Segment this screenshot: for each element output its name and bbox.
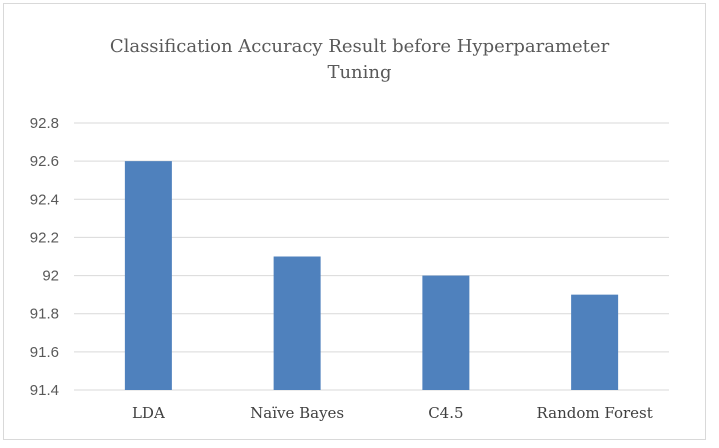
- chart-title: Classification Accuracy Result before Hy…: [0, 34, 719, 86]
- y-tick-label: 91.4: [30, 382, 59, 399]
- y-tick-label: 92.6: [30, 153, 59, 170]
- y-tick-label: 92: [42, 268, 59, 285]
- y-tick-label: 92.8: [30, 115, 59, 132]
- y-tick-label: 92.4: [30, 191, 59, 208]
- x-category-label: C4.5: [428, 404, 463, 422]
- y-tick-label: 91.8: [30, 306, 59, 323]
- y-tick-label: 91.6: [30, 344, 59, 361]
- bars: [124, 161, 619, 390]
- chart-title-line-2: Tuning: [327, 62, 392, 83]
- bar-c4-5: [422, 275, 470, 390]
- x-category-label: Naïve Bayes: [250, 404, 344, 422]
- gridlines: [74, 122, 669, 391]
- x-category-label: LDA: [132, 404, 165, 422]
- x-axis-category-labels: LDA Naïve Bayes C4.5 Random Forest: [132, 404, 653, 422]
- bar-lda: [124, 161, 172, 390]
- bar-na-ve-bayes: [273, 256, 321, 390]
- bar-random-forest: [571, 294, 619, 390]
- y-axis-tick-labels: 91.4 91.6 91.8 92 92.2 92.4 92.6 92.8: [30, 115, 59, 399]
- chart-title-line-1: Classification Accuracy Result before Hy…: [109, 36, 610, 57]
- x-category-label: Random Forest: [536, 404, 652, 422]
- y-tick-label: 92.2: [30, 229, 59, 246]
